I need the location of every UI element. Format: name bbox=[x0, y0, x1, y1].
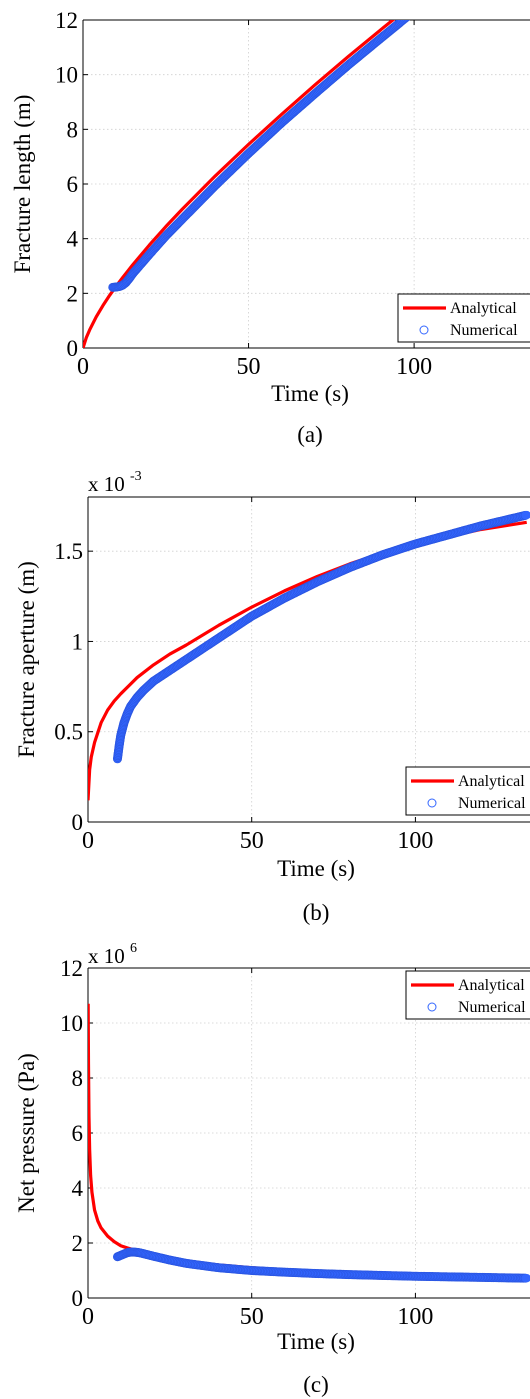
x-tick-label: 0 bbox=[77, 354, 89, 380]
y-tick-label: 4 bbox=[67, 227, 79, 252]
legend-label-numerical: Numerical bbox=[458, 795, 526, 812]
y-tick-label: 12 bbox=[60, 956, 83, 981]
series-marker-numerical bbox=[406, 10, 414, 18]
x-tick-label: 0 bbox=[82, 828, 94, 854]
legend-label-numerical: Numerical bbox=[458, 999, 526, 1016]
series-marker-numerical bbox=[411, 6, 419, 14]
legend-label-analytical: Analytical bbox=[458, 977, 525, 994]
series-line-analytical bbox=[88, 1004, 527, 1277]
series-marker-numerical bbox=[422, 0, 430, 5]
series-marker-numerical bbox=[420, 0, 428, 7]
x-axis-label: Time (s) bbox=[271, 381, 349, 406]
legend-label-analytical: Analytical bbox=[450, 300, 517, 317]
legend-label-numerical: Numerical bbox=[450, 322, 518, 339]
y-tick-label: 12 bbox=[55, 8, 78, 33]
y-tick-label: 2 bbox=[67, 281, 79, 306]
series-marker-numerical bbox=[409, 8, 417, 16]
y-tick-label: 1.5 bbox=[54, 539, 83, 564]
y-tick-label: 8 bbox=[72, 1066, 84, 1091]
y-tick-label: 10 bbox=[55, 63, 78, 88]
y-exponent-label: x 10 bbox=[88, 944, 125, 968]
x-tick-label: 0 bbox=[82, 1304, 94, 1330]
series-marker-numerical bbox=[404, 12, 412, 20]
series-marker-numerical bbox=[417, 1, 425, 9]
y-exponent-label: x 10 bbox=[88, 472, 125, 496]
legend: Analytical Numerical bbox=[406, 767, 530, 815]
y-tick-label: 4 bbox=[72, 1176, 84, 1201]
series-marker-numerical bbox=[414, 4, 422, 12]
series-marker-numerical bbox=[412, 5, 420, 13]
series-marker-numerical bbox=[425, 0, 433, 3]
x-tick-label: 50 bbox=[240, 1304, 264, 1330]
panel-1: 0 50 100 0 2 4 6 8 10 12 Time (s) Fracture length (… bbox=[10, 0, 530, 447]
y-tick-label: 10 bbox=[60, 1011, 83, 1036]
x-axis-label: Time (s) bbox=[277, 856, 355, 881]
panel-label: (c) bbox=[303, 1372, 329, 1397]
legend: Analytical Numerical bbox=[406, 971, 530, 1019]
y-tick-label: 8 bbox=[67, 117, 79, 142]
plot-area bbox=[88, 1004, 530, 1283]
y-exponent-power: -3 bbox=[130, 469, 142, 484]
series-marker-numerical bbox=[423, 0, 431, 4]
y-axis-label: Fracture aperture (m) bbox=[14, 561, 39, 758]
series-line-analytical bbox=[88, 522, 527, 800]
y-tick-label: 0 bbox=[72, 1286, 84, 1311]
x-tick-label: 50 bbox=[240, 828, 264, 854]
panel-label: (b) bbox=[303, 900, 330, 925]
legend-label-analytical: Analytical bbox=[458, 773, 525, 790]
y-tick-label: 0.5 bbox=[54, 720, 83, 745]
y-axis-label: Fracture length (m) bbox=[10, 95, 35, 274]
y-tick-label: 6 bbox=[72, 1121, 84, 1146]
series-marker-numerical bbox=[419, 0, 427, 8]
series-marker-numerical bbox=[407, 9, 415, 17]
series-marker-numerical bbox=[427, 0, 435, 1]
legend: Analytical Numerical bbox=[398, 294, 530, 342]
x-tick-label: 100 bbox=[397, 1304, 433, 1330]
panel-2: 0 50 100 0 0.5 1 1.5 x 10 -3 Time (s) Fracture ape… bbox=[14, 469, 530, 925]
series-marker-numerical bbox=[415, 3, 423, 11]
series-marker-numerical bbox=[426, 0, 434, 2]
y-tick-label: 6 bbox=[67, 172, 79, 197]
x-tick-label: 50 bbox=[237, 354, 261, 380]
x-tick-label: 100 bbox=[396, 354, 432, 380]
series-marker-numerical bbox=[410, 7, 418, 15]
panel-label: (a) bbox=[297, 422, 323, 447]
series-marker-numerical bbox=[405, 11, 413, 19]
y-axis-label: Net pressure (Pa) bbox=[14, 1053, 39, 1213]
y-tick-label: 0 bbox=[72, 810, 84, 835]
x-axis-label: Time (s) bbox=[277, 1329, 355, 1354]
plot-area bbox=[88, 511, 530, 800]
series-marker-numerical bbox=[421, 0, 429, 6]
y-exponent-power: 6 bbox=[130, 941, 137, 956]
panel-3: 0 50 100 0 2 4 6 8 10 12 x 10 6 Time (s) Net pressure… bbox=[14, 941, 530, 1397]
series-marker-numerical bbox=[416, 2, 424, 10]
y-tick-label: 1 bbox=[72, 629, 84, 654]
x-tick-label: 100 bbox=[397, 828, 433, 854]
y-tick-label: 0 bbox=[67, 336, 79, 361]
y-tick-label: 2 bbox=[72, 1231, 84, 1256]
